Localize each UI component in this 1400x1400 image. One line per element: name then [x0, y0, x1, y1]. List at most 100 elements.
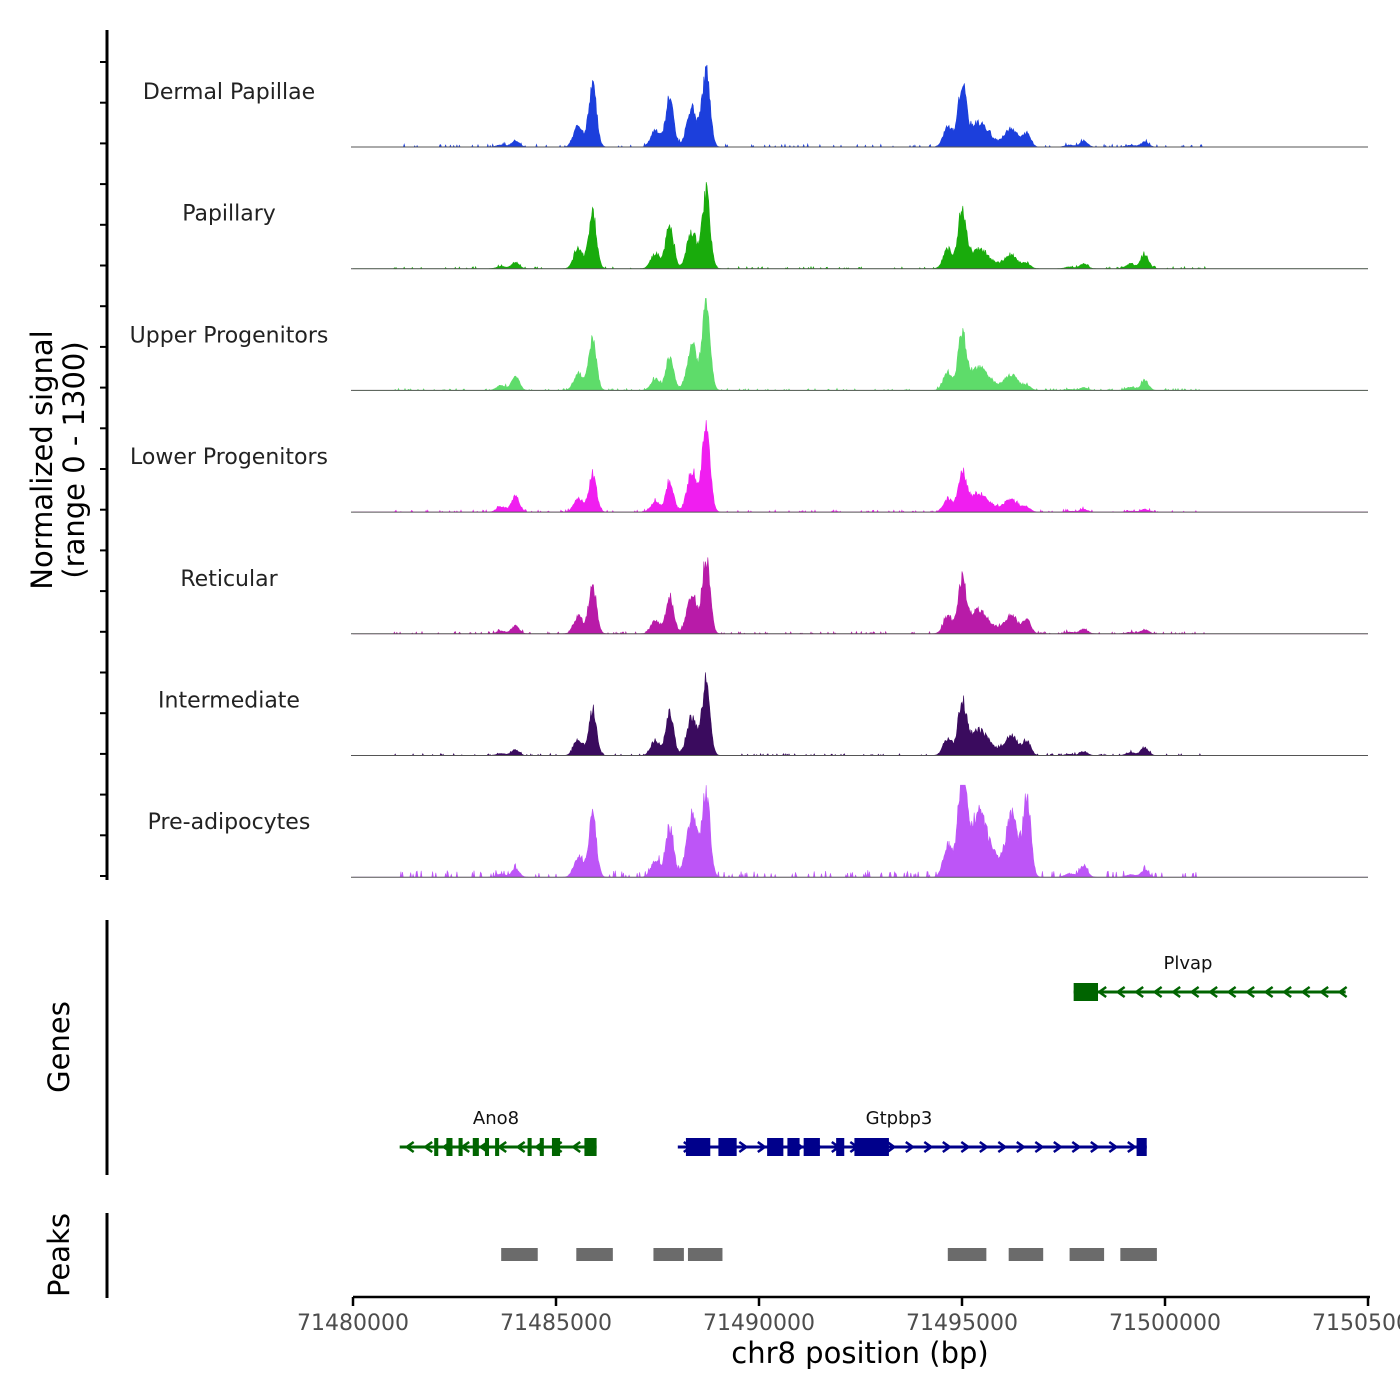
- strand-arrow: [1034, 1140, 1045, 1154]
- track-label: Lower Progenitors: [130, 445, 328, 470]
- signal-area: [353, 182, 1368, 270]
- signal-track: Intermediate: [158, 672, 1368, 757]
- x-axis: 71480000 71485000 71490000 71495000 71500000…: [297, 1295, 1400, 1336]
- strand-arrow: [738, 1140, 749, 1154]
- strand-arrow: [960, 1140, 971, 1154]
- gene-label: Plvap: [1164, 953, 1213, 974]
- gene-label: Ano8: [473, 1108, 519, 1129]
- peaks-panel-label: Peaks: [42, 1213, 76, 1297]
- strand-arrow: [1115, 985, 1126, 999]
- genes-panel-label: Genes: [42, 1001, 76, 1093]
- x-tick-label: 71480000: [297, 1311, 409, 1336]
- signal-track: Upper Progenitors: [130, 298, 1368, 392]
- track-label: Upper Progenitors: [130, 323, 329, 348]
- gene-label: Gtpbp3: [866, 1108, 933, 1129]
- signal-area: [353, 557, 1368, 635]
- gene-model: Ano8: [399, 1108, 597, 1156]
- peak-bar: [576, 1248, 613, 1261]
- signal-area: [353, 672, 1368, 757]
- signal-y-axis: [100, 30, 109, 880]
- gene-exon: [836, 1138, 845, 1156]
- gene-model: Gtpbp3: [677, 1108, 1147, 1156]
- strand-arrow: [1244, 985, 1255, 999]
- strand-arrow: [1281, 985, 1292, 999]
- strand-arrow: [1152, 985, 1163, 999]
- strand-arrow: [1090, 1140, 1100, 1154]
- gene-annotations: Plvap Ano8 Gtpbp3: [399, 953, 1348, 1156]
- genes-panel: Genes Plvap Ano8 Gtpbp3: [42, 920, 1348, 1175]
- track-label: Reticular: [180, 567, 278, 592]
- strand-arrow: [1096, 985, 1107, 999]
- strand-arrow: [1170, 985, 1181, 999]
- strand-arrow: [1337, 985, 1348, 999]
- gene-exon: [803, 1138, 820, 1156]
- gene-exon: [495, 1138, 500, 1156]
- strand-arrow: [923, 1140, 934, 1154]
- gene-exon: [767, 1138, 784, 1156]
- strand-arrow: [423, 1140, 433, 1154]
- signal-track: Lower Progenitors: [130, 420, 1368, 513]
- peak-bar: [653, 1248, 684, 1261]
- strand-arrow: [979, 1140, 989, 1154]
- peak-regions: [501, 1248, 1157, 1261]
- x-tick-label: 71500000: [1109, 1311, 1221, 1336]
- strand-arrow: [571, 1140, 581, 1154]
- signal-y-axis-label-line1: Normalized signal: [25, 330, 59, 589]
- peak-bar: [501, 1248, 538, 1261]
- signal-track: Reticular: [180, 557, 1368, 635]
- signal-track: Pre-adipocytes: [148, 784, 1368, 879]
- x-tick-label: 71490000: [703, 1311, 815, 1336]
- peak-bar: [1069, 1248, 1105, 1261]
- signal-area: [353, 784, 1368, 879]
- gene-exon: [718, 1138, 737, 1156]
- gene-exon: [446, 1138, 453, 1156]
- x-tick-label: 71495000: [906, 1311, 1018, 1336]
- signal-tracks: Dermal Papillae Papillary Upper Progenitor…: [130, 64, 1368, 879]
- gene-exon: [584, 1138, 597, 1156]
- strand-arrow: [757, 1140, 767, 1154]
- strand-arrow: [1071, 1140, 1082, 1154]
- signal-track: Dermal Papillae: [143, 64, 1368, 148]
- strand-arrow: [497, 1140, 507, 1154]
- peak-bar: [947, 1248, 987, 1261]
- strand-arrow: [1127, 1140, 1137, 1154]
- gene-exon: [787, 1138, 800, 1156]
- strand-arrow: [404, 1140, 415, 1154]
- strand-arrow: [1226, 985, 1237, 999]
- strand-arrow: [1053, 1140, 1063, 1154]
- peaks-panel: Peaks: [42, 1213, 1157, 1298]
- strand-arrow: [1108, 1140, 1119, 1154]
- strand-arrow: [942, 1140, 952, 1154]
- strand-arrow: [515, 1140, 526, 1154]
- strand-arrow: [1207, 985, 1218, 999]
- gene-exon: [458, 1138, 463, 1156]
- gene-exon: [539, 1138, 544, 1156]
- x-axis-label: chr8 position (bp): [731, 1336, 988, 1370]
- signal-area: [353, 420, 1368, 513]
- x-tick-label: 71505000: [1312, 1311, 1400, 1336]
- peak-bar: [687, 1248, 723, 1261]
- peak-bar: [1008, 1248, 1044, 1261]
- peak-bar: [1120, 1248, 1157, 1261]
- track-label: Papillary: [182, 202, 276, 227]
- signal-area: [353, 64, 1368, 148]
- strand-arrow: [1133, 985, 1144, 999]
- x-tick-label: 71485000: [500, 1311, 612, 1336]
- track-label: Pre-adipocytes: [148, 810, 311, 835]
- track-label: Intermediate: [158, 689, 300, 714]
- gene-exon: [484, 1138, 490, 1156]
- strand-arrow: [1016, 1140, 1026, 1154]
- gene-exon: [685, 1138, 711, 1156]
- strand-arrow: [1263, 985, 1274, 999]
- strand-arrow: [1189, 985, 1200, 999]
- strand-arrow: [1318, 985, 1329, 999]
- strand-arrow: [905, 1140, 915, 1154]
- gene-exon: [527, 1138, 532, 1156]
- gene-exon: [1073, 983, 1099, 1001]
- gene-exon: [1136, 1138, 1147, 1156]
- gene-model: Plvap: [1073, 953, 1348, 1001]
- signal-y-axis-label-line2: (range 0 - 1300): [57, 341, 91, 578]
- gene-exon: [472, 1138, 479, 1156]
- strand-arrow: [886, 1140, 897, 1154]
